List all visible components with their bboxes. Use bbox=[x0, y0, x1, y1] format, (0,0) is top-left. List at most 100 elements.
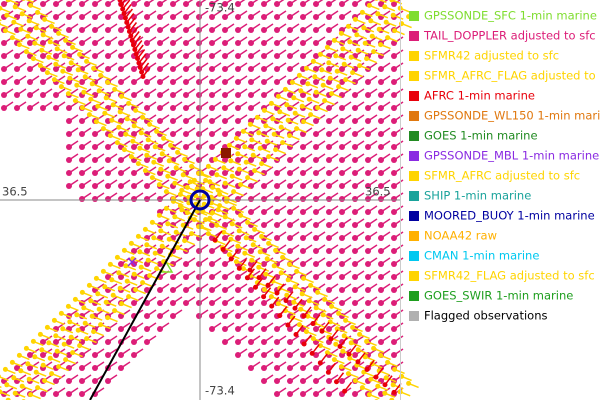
barb-dot bbox=[326, 1, 332, 7]
barb-dot bbox=[27, 105, 33, 111]
sfmr-dot bbox=[68, 60, 74, 66]
barb-dot bbox=[274, 391, 280, 397]
afrc-dot bbox=[391, 389, 397, 395]
legend-label: GPSSONDE_MBL 1-min marine bbox=[424, 149, 599, 163]
sfmr-dot bbox=[40, 32, 46, 38]
barb-dot bbox=[313, 391, 319, 397]
sfmr-dot bbox=[44, 70, 50, 76]
barb-dot bbox=[391, 222, 397, 228]
barb-dot bbox=[209, 1, 215, 7]
barb-dot bbox=[300, 196, 306, 202]
barb-dot bbox=[261, 1, 267, 7]
sfmr-dot bbox=[333, 53, 339, 59]
barb-dot bbox=[391, 1, 397, 7]
barb-dot bbox=[79, 14, 85, 20]
sfmr-dot bbox=[306, 298, 312, 304]
sfmr-dot bbox=[84, 336, 90, 342]
barb-dot bbox=[378, 118, 384, 124]
barb-dot bbox=[222, 40, 228, 46]
legend-swatch bbox=[409, 171, 419, 181]
sfmr-dot bbox=[11, 375, 17, 381]
barb-dot bbox=[92, 1, 98, 7]
sfmr-dot bbox=[268, 294, 274, 300]
barb-dot bbox=[248, 287, 254, 293]
barb-dot bbox=[235, 287, 241, 293]
sfmr-dot bbox=[289, 79, 295, 85]
barb-dot bbox=[118, 261, 124, 267]
sfmr-dot bbox=[270, 116, 276, 122]
barb-dot bbox=[183, 131, 189, 137]
barb-dot bbox=[352, 118, 358, 124]
sfmr-dot bbox=[334, 326, 340, 332]
barb-dot bbox=[261, 53, 267, 59]
sfmr-dot bbox=[366, 2, 372, 8]
sfmr-dot bbox=[207, 215, 213, 221]
sfmr-dot bbox=[331, 37, 337, 43]
afrc-dot bbox=[269, 303, 275, 309]
barb-dot bbox=[287, 14, 293, 20]
barb-dot bbox=[118, 365, 124, 371]
barb-dot bbox=[274, 66, 280, 72]
barb-dot bbox=[365, 170, 371, 176]
sfmr-dot bbox=[117, 109, 123, 115]
sfmr-dot bbox=[182, 156, 188, 162]
legend-label: SFMR42 adjusted to sfc bbox=[424, 49, 559, 63]
barb-dot bbox=[287, 157, 293, 163]
lat-label: 36.5 bbox=[365, 185, 391, 199]
barb-dot bbox=[300, 248, 306, 254]
barb-dot bbox=[313, 248, 319, 254]
barb-dot bbox=[53, 66, 59, 72]
barb-dot bbox=[352, 92, 358, 98]
sfmr-dot bbox=[32, 354, 38, 360]
sfmr-dot bbox=[371, 345, 377, 351]
sfmr-dot bbox=[179, 207, 185, 213]
barb-dot bbox=[339, 274, 345, 280]
barb-dot bbox=[131, 144, 137, 150]
barb-dot bbox=[209, 274, 215, 280]
sfmr-dot bbox=[250, 152, 256, 158]
sfmr-dot bbox=[226, 142, 232, 148]
barb-dot bbox=[105, 27, 111, 33]
barb-dot bbox=[339, 170, 345, 176]
barb-dot bbox=[261, 66, 267, 72]
barb-dot bbox=[170, 105, 176, 111]
barb-dot bbox=[274, 222, 280, 228]
barb-dot bbox=[235, 1, 241, 7]
barb-dot bbox=[157, 326, 163, 332]
afrc-dot bbox=[382, 382, 388, 388]
barb-dot bbox=[222, 118, 228, 124]
barb-dot bbox=[131, 248, 137, 254]
barb-dot bbox=[339, 378, 345, 384]
barb-dot bbox=[235, 66, 241, 72]
sfmr-dot bbox=[184, 184, 190, 190]
sfmr-dot bbox=[236, 228, 242, 234]
barb-dot bbox=[287, 365, 293, 371]
barb-dot bbox=[66, 27, 72, 33]
sfmr-dot bbox=[49, 371, 55, 377]
barb-dot bbox=[66, 105, 72, 111]
sfmr-dot bbox=[53, 61, 59, 67]
sfmr-dot bbox=[16, 42, 22, 48]
barb-dot bbox=[183, 53, 189, 59]
barb-dot bbox=[326, 105, 332, 111]
sfmr-dot bbox=[47, 355, 53, 361]
sfmr-dot bbox=[67, 319, 73, 325]
barb-dot bbox=[105, 378, 111, 384]
barb-dot bbox=[118, 27, 124, 33]
barb-dot bbox=[79, 1, 85, 7]
barb-dot bbox=[261, 40, 267, 46]
sfmr-dot bbox=[39, 347, 45, 353]
barb-dot bbox=[261, 313, 267, 319]
sfmr-dot bbox=[312, 74, 318, 80]
barb-dot bbox=[339, 261, 345, 267]
barb-dot bbox=[66, 131, 72, 137]
barb-dot bbox=[261, 222, 267, 228]
sfmr-dot bbox=[100, 126, 106, 132]
barb-dot bbox=[92, 40, 98, 46]
sfmr-dot bbox=[35, 9, 41, 15]
barb-dot bbox=[365, 144, 371, 150]
sfmr-dot bbox=[341, 61, 347, 67]
barb-dot bbox=[365, 92, 371, 98]
barb-dot bbox=[313, 261, 319, 267]
barb-dot bbox=[131, 131, 137, 137]
